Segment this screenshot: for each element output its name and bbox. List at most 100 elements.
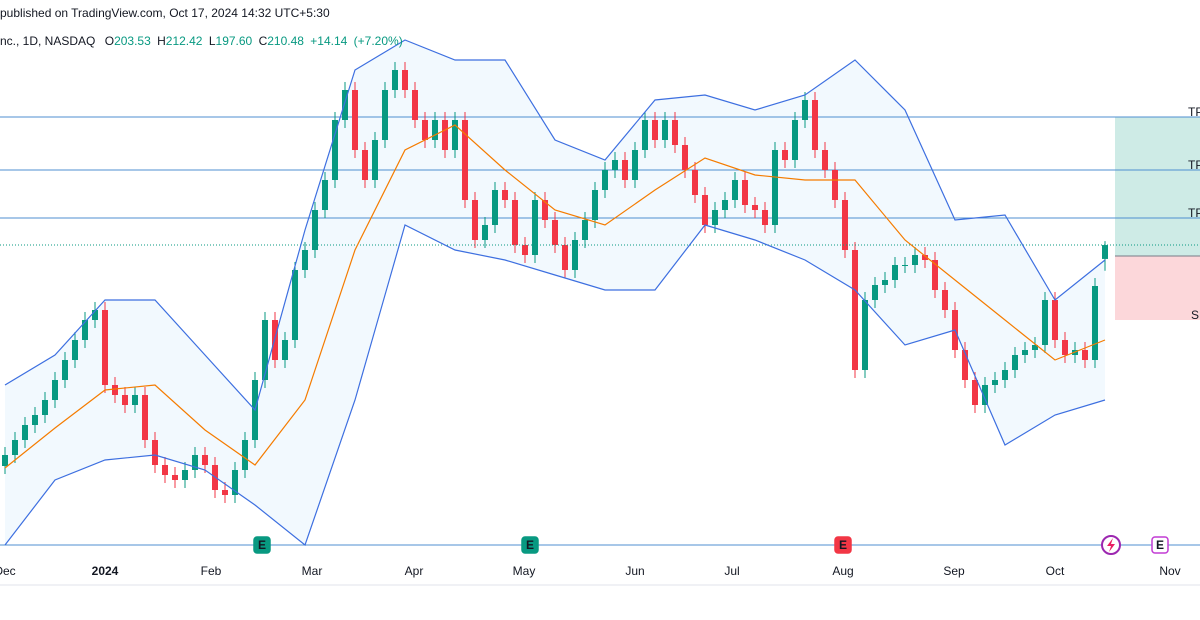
- band-lower-line: [4, 224, 1106, 547]
- time-label: Aug: [832, 564, 853, 578]
- ohlc-value: 212.42: [166, 34, 203, 48]
- candle-body: [872, 285, 878, 300]
- candle-body: [1092, 286, 1098, 360]
- candle-body: [862, 300, 868, 370]
- event-badge-label: E: [839, 538, 847, 552]
- candle-body: [892, 265, 898, 280]
- ohlc-value: 197.60: [216, 34, 253, 48]
- position-label: SL: [1191, 308, 1200, 322]
- candle-body: [122, 395, 128, 405]
- candle-body: [642, 120, 648, 150]
- candle-body: [1042, 300, 1048, 345]
- candle-body: [932, 260, 938, 290]
- candle-body: [282, 340, 288, 360]
- candle-body: [742, 180, 748, 205]
- time-label: 2024: [92, 564, 119, 578]
- candle-body: [42, 400, 48, 415]
- candle-body: [92, 310, 98, 320]
- band-fill: [5, 40, 1105, 545]
- candle-body: [232, 470, 238, 495]
- candle-body: [242, 440, 248, 470]
- candle-body: [1082, 350, 1088, 360]
- event-badge-shape: [1151, 536, 1169, 554]
- candle-body: [962, 350, 968, 380]
- candle-body: [1012, 355, 1018, 370]
- candle-body: [612, 160, 618, 170]
- candle-body: [152, 440, 158, 465]
- candle-body: [362, 150, 368, 180]
- candle-body: [62, 360, 68, 380]
- candle-body: [982, 385, 988, 405]
- candle-body: [502, 190, 508, 200]
- published-note: published on TradingView.com, Oct 17, 20…: [0, 6, 330, 20]
- candle-body: [112, 385, 118, 395]
- candle-body: [652, 120, 658, 140]
- event-badge: E: [834, 536, 852, 554]
- candle-body: [322, 180, 328, 210]
- candle-body: [312, 210, 318, 250]
- candle-body: [972, 380, 978, 405]
- candle-body: [262, 320, 268, 380]
- time-label: Feb: [201, 564, 222, 578]
- ohlc-value: 203.53: [114, 34, 151, 48]
- ohlc-value: 210.48: [267, 34, 304, 48]
- event-badge: E: [1151, 536, 1169, 554]
- candle-body: [752, 205, 758, 210]
- candle-body: [462, 120, 468, 200]
- candle-body: [572, 240, 578, 270]
- candle-body: [302, 250, 308, 270]
- candle-body: [1052, 300, 1058, 340]
- candle-body: [852, 250, 858, 370]
- candle-body: [1102, 245, 1108, 259]
- position-label: TP: [1188, 158, 1200, 172]
- dividend-badge: [1101, 535, 1121, 555]
- band-middle-line: [4, 124, 1106, 469]
- position-label: TP: [1188, 206, 1200, 220]
- plot-area: [0, 39, 1200, 547]
- ohlc-prefix: O: [105, 34, 114, 48]
- candle-body: [52, 380, 58, 400]
- candle-body: [712, 210, 718, 225]
- candle-body: [632, 150, 638, 180]
- candle-body: [1062, 340, 1068, 355]
- candle-body: [452, 120, 458, 150]
- candle-body: [762, 210, 768, 225]
- ohlc-prefix: C: [259, 34, 268, 48]
- candle-body: [532, 200, 538, 255]
- event-badge-shape: [521, 536, 539, 554]
- time-label: Nov: [1159, 564, 1180, 578]
- candle-body: [882, 280, 888, 285]
- band-upper-line: [4, 39, 1106, 412]
- candle-body: [412, 90, 418, 120]
- candle-body: [722, 200, 728, 210]
- event-badge-label: E: [258, 538, 266, 552]
- candle-body: [142, 395, 148, 440]
- candle-body: [332, 120, 338, 180]
- candle-body: [622, 160, 628, 180]
- candle-body: [172, 475, 178, 480]
- candle-body: [802, 100, 808, 120]
- ohlc-prefix: L: [209, 34, 216, 48]
- candle-body: [842, 200, 848, 250]
- ohlc-prefix: H: [157, 34, 166, 48]
- event-badge-shape: [834, 536, 852, 554]
- candle-body: [1032, 345, 1038, 350]
- candle-body: [1022, 350, 1028, 355]
- candle-body: [602, 170, 608, 190]
- candle-body: [22, 425, 28, 440]
- candle-body: [672, 120, 678, 145]
- candle-body: [552, 220, 558, 245]
- candle-body: [782, 150, 788, 160]
- candle-body: [352, 90, 358, 150]
- candle-body: [542, 200, 548, 220]
- candle-body: [222, 490, 228, 495]
- candle-body: [562, 245, 568, 270]
- candle-body: [422, 120, 428, 140]
- candle-body: [822, 150, 828, 170]
- time-label: Oct: [1046, 564, 1065, 578]
- candle-body: [912, 255, 918, 265]
- candle-body: [702, 195, 708, 225]
- candle-body: [582, 220, 588, 240]
- candle-body: [902, 265, 908, 266]
